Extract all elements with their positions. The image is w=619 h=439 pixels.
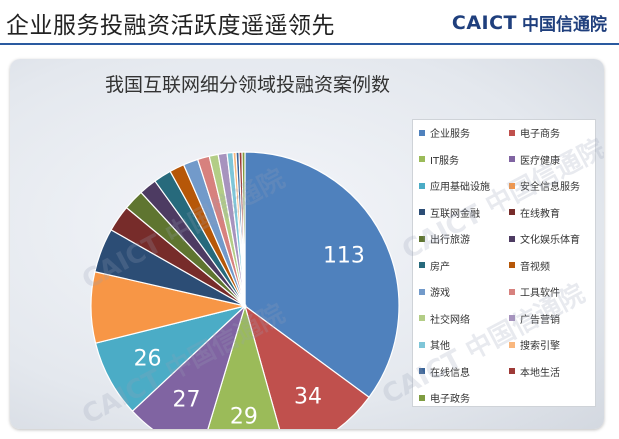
legend-item: 社交网络 [419,311,470,326]
legend-label: 在线教育 [520,208,560,220]
logo-chinese-name: 中国信通院 [522,15,607,35]
legend-swatch [509,129,515,136]
pie-slice-1 [243,304,370,429]
legend-item: 电子政务 [419,390,470,405]
caict-logo: CAICT 中国信通院 [451,10,607,36]
legend-label: 广告营销 [520,314,560,326]
legend-item: 电子商务 [509,125,560,140]
legend-swatch [509,156,515,162]
legend-swatch [419,129,425,136]
legend-label: 电子商务 [520,129,560,140]
legend-swatch [419,182,425,189]
legend-label: 出行旅游 [430,235,470,246]
legend-swatch [509,209,515,215]
legend-item: 医疗健康 [509,152,560,167]
legend-item: 搜索引擎 [509,337,560,352]
slide-title: 企业服务投融资活跃度遥遥领先 [6,13,335,39]
legend-label: 企业服务 [430,129,470,140]
legend-label: 互联网金融 [430,208,480,220]
legend-label: 应用基础设施 [430,182,490,193]
legend-item: 互联网金融 [419,205,480,220]
legend-item: 其他 [419,337,450,352]
legend-label: 房产 [430,261,450,273]
legend-label: 安全信息服务 [520,182,580,193]
legend-item: IT服务 [419,152,459,167]
legend-swatch [419,156,425,162]
legend-item: 本地生活 [509,364,560,379]
legend-swatch [509,341,515,348]
legend-swatch [419,394,425,401]
legend-item: 工具软件 [509,284,560,299]
pie-slice-0 [244,151,400,399]
legend-swatch [419,368,425,374]
title-divider [0,43,619,45]
legend-item: 在线教育 [509,205,560,220]
legend-label: 其他 [430,341,450,352]
legend-swatch [509,288,515,295]
logo-brand: CAICT [451,11,517,34]
legend-item: 出行旅游 [419,231,470,246]
legend-swatch [419,209,425,215]
legend-item: 在线信息 [419,364,470,379]
chart-legend: 企业服务 电子商务 IT服务 医疗健康应用基础设施 安全信息服务互联网金融 在线教育出行旅… [412,119,596,407]
legend-swatch [419,288,425,295]
legend-swatch [509,315,515,321]
legend-item: 文化娱乐体育 [509,231,580,246]
legend-label: 电子政务 [430,394,470,405]
legend-label: IT服务 [430,155,460,167]
legend-swatch [419,315,425,321]
legend-item: 企业服务 [419,125,470,140]
pie-data-label-0: 113 [323,243,365,268]
legend-swatch [419,262,425,268]
pie-data-label-1: 34 [294,385,322,410]
legend-swatch [419,341,425,348]
legend-label: 音视频 [520,261,550,273]
legend-swatch [419,235,425,242]
legend-label: 医疗健康 [520,155,560,167]
legend-label: 文化娱乐体育 [520,235,580,246]
legend-item: 音视频 [509,258,550,273]
legend-swatch [509,182,515,189]
legend-label: 在线信息 [430,367,470,379]
chart-title: 我国互联网细分领域投融资案例数 [104,74,390,96]
legend-label: 搜索引擎 [520,341,560,352]
pie-data-label-3: 27 [172,388,200,413]
pie-data-label-4: 26 [134,346,162,371]
chart-panel: 我国互联网细分领域投融资案例数 113 34 29 27 26 企业服务 电子商务 IT服务… [10,59,604,429]
legend-item: 游戏 [419,284,450,299]
legend-item: 房产 [419,258,450,273]
legend-swatch [509,235,515,242]
pie-slice-2 [207,303,281,429]
legend-item: 安全信息服务 [509,178,580,193]
legend-label: 社交网络 [430,314,470,326]
legend-label: 游戏 [430,288,450,299]
legend-label: 工具软件 [520,288,560,299]
legend-label: 本地生活 [520,367,560,379]
pie-data-label-2: 29 [230,404,258,429]
legend-swatch [509,368,515,374]
pie-chart: 113 34 29 27 26 [90,151,400,429]
legend-item: 应用基础设施 [419,178,490,193]
legend-item: 广告营销 [509,311,560,326]
pie-slice-20 [241,151,246,307]
legend-swatch [509,262,515,268]
